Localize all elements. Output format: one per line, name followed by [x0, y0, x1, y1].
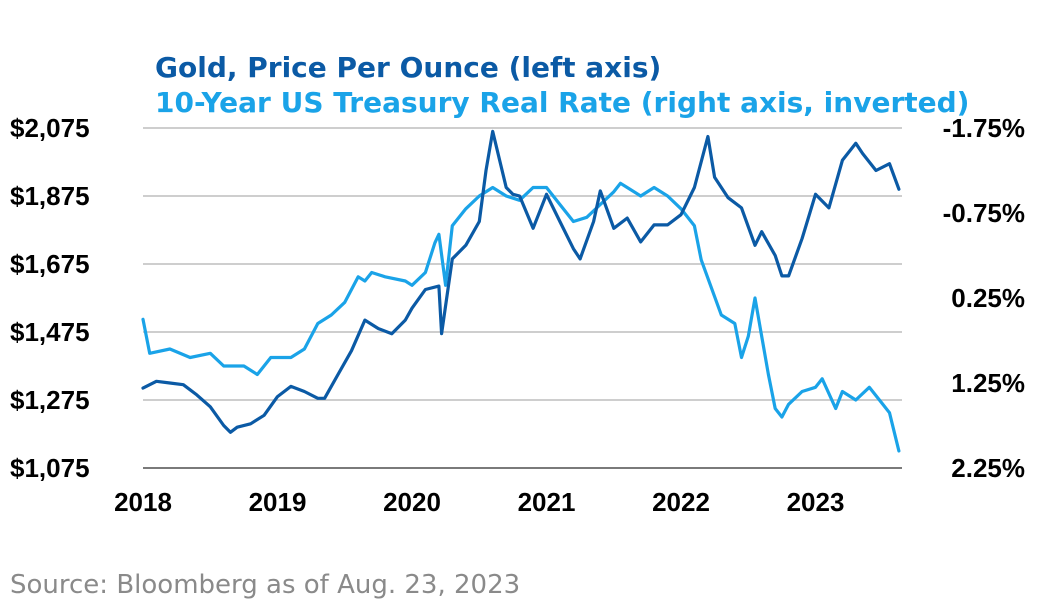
gold-price-line: [141, 129, 901, 434]
source-note: Source: Bloomberg as of Aug. 23, 2023: [10, 570, 520, 600]
y-right-tick-label: -1.75%: [943, 113, 1025, 143]
series-lines: [141, 129, 901, 453]
y-right-tick-label: 1.25%: [951, 368, 1025, 398]
legend-real-rate: 10-Year US Treasury Real Rate (right axi…: [155, 86, 969, 119]
y-left-tick-label: $2,075: [10, 113, 90, 143]
legend-gold: Gold, Price Per Ounce (left axis): [155, 51, 661, 84]
y-right-tick-label: 2.25%: [951, 453, 1025, 483]
y-axis-left: $2,075 $1,875 $1,675 $1,475 $1,275 $1,075: [10, 113, 90, 483]
gridlines: [143, 127, 902, 469]
y-left-tick-label: $1,075: [10, 453, 90, 483]
x-tick-label: 2020: [383, 487, 441, 517]
y-left-tick-label: $1,475: [10, 317, 90, 347]
x-tick-label: 2018: [114, 487, 172, 517]
x-tick-label: 2021: [518, 487, 576, 517]
x-axis: 2018 2019 2020 2021 2022 2023: [114, 487, 844, 517]
y-left-tick-label: $1,875: [10, 181, 90, 211]
y-axis-right: -1.75% -0.75% 0.25% 1.25% 2.25%: [943, 113, 1025, 483]
y-right-tick-label: 0.25%: [951, 283, 1025, 313]
y-left-tick-label: $1,275: [10, 385, 90, 415]
x-tick-label: 2023: [787, 487, 845, 517]
x-tick-label: 2019: [249, 487, 307, 517]
y-right-tick-label: -0.75%: [943, 198, 1025, 228]
real-rate-line: [141, 181, 901, 453]
x-tick-label: 2022: [652, 487, 710, 517]
y-left-tick-label: $1,675: [10, 249, 90, 279]
